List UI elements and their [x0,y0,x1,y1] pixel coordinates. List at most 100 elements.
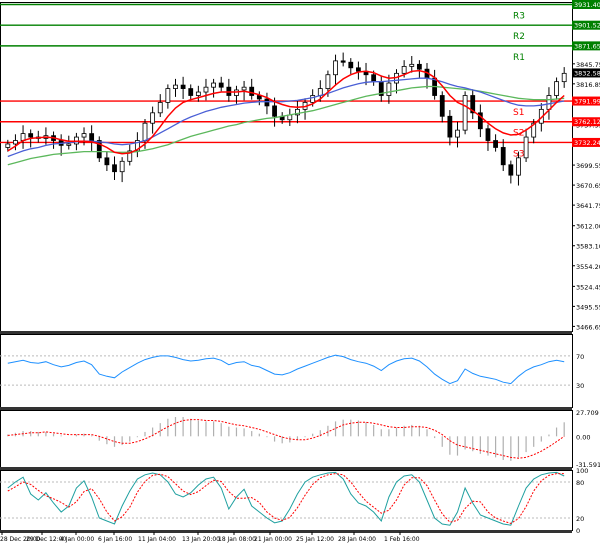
candle-body [561,72,567,83]
level-price-box [572,20,600,30]
candle-body [211,82,216,88]
candle-body [195,91,201,96]
candle-body [89,133,95,141]
y-tick-label: 3699.55 [576,162,600,170]
candle-body [264,98,270,107]
y-tick-label: 3845.75 [576,61,600,69]
candle-body [409,63,415,67]
candle-body [348,61,354,69]
x-tick-label: 29 Dec 12:00 [26,536,67,543]
x-tick-label: 13 Jan 20:00 [182,536,220,543]
panel-separator-3 [0,530,572,533]
candle-body [416,63,422,70]
candle-body [401,66,407,74]
level-price-label: 3901.52 [574,22,600,30]
x-tick-label: 18 Jan 08:00 [218,536,256,543]
candle-body [386,82,392,96]
candle-body [310,95,316,103]
stoch-tick-label: 100 [576,467,588,475]
candle-body [134,140,140,152]
candle-body [104,157,110,166]
candle-body [333,60,338,76]
rsi-line [7,354,565,385]
level-price-box [572,96,600,106]
candle-body [500,147,506,166]
stoch-tick-label: 0 [576,527,580,535]
level-price-label: 3762.12 [574,118,600,126]
macd-tick-label: 27.709 [576,409,599,417]
y-tick-label: 3816.85 [576,81,600,89]
level-price-box [572,117,600,127]
y-tick-label: 3554.20 [576,263,600,271]
candle-body [96,140,102,159]
y-tick-label: 3583.10 [576,243,600,251]
moving-average-blue [7,77,565,158]
price-panel[interactable]: 3845.753816.853757.953699.553670.653641.… [0,0,600,332]
x-tick-label: 4 Jan 00:00 [60,536,94,543]
candle-body [249,86,255,96]
panel-separator-1 [0,407,572,410]
candle-body [66,143,72,146]
candle-body [165,88,171,103]
panel-separator-2 [0,467,572,470]
candle-body [477,112,483,130]
candle-body [447,115,453,138]
candle-body [203,86,209,93]
candle-body [554,81,559,96]
moving-average-red [7,69,565,155]
level-price-box [572,0,600,9]
candle-body [188,88,194,96]
level-name-r2: R2 [513,32,525,42]
x-tick-label: 21 Jan 00:00 [254,536,292,543]
y-tick-label: 3670.65 [576,182,600,190]
x-tick-label: 1 Feb 16:00 [384,536,420,543]
candle-body [470,95,476,114]
rsi-tick-label: 30 [576,382,584,390]
level-price-label: 3732.24 [574,139,600,147]
macd-signal-line [7,419,565,459]
x-tick-label: 6 Jan 16:00 [98,536,132,543]
stoch-main-line [7,471,565,526]
y-tick-label: 3612.00 [576,223,600,231]
stoch-tick-label: 20 [576,515,584,523]
candle-body [295,108,300,116]
panel-separator-0 [0,331,572,334]
level-price-label: 3791.99 [574,98,600,106]
candle-body [531,122,537,138]
current-price-label: 3832.58 [574,69,600,77]
x-tick-label: 28 Dec 20:00 [0,536,41,543]
rsi-tick-label: 70 [576,353,584,361]
candle-body [516,157,521,176]
y-tick-label: 3466.65 [576,323,600,331]
candle-body [241,86,247,91]
level-name-r3: R3 [513,11,525,21]
candle-body [325,74,331,89]
candle-body [81,133,87,138]
candle-body [127,150,133,162]
x-tick-label: 11 Jan 04:00 [138,536,176,543]
candle-body [180,84,186,89]
level-price-label: 3931.40 [574,1,600,9]
candle-body [13,140,18,145]
candle-body [356,67,361,72]
candle-body [523,136,529,159]
candle-body [508,164,514,176]
candle-body [218,82,224,88]
x-tick-label: 25 Jan 12:00 [296,536,334,543]
stoch-signal-line [7,473,565,524]
candle-body [371,74,377,83]
candle-body [119,160,125,173]
stoch-tick-label: 80 [576,479,584,487]
candle-body [462,95,468,131]
y-tick-label: 3524.45 [576,283,600,291]
candle-body [5,143,11,148]
candle-body [142,122,148,141]
level-price-label: 3871.65 [574,42,600,50]
candle-body [439,95,445,117]
candle-body [157,102,163,114]
candle-body [340,60,346,63]
level-price-box [572,137,600,147]
